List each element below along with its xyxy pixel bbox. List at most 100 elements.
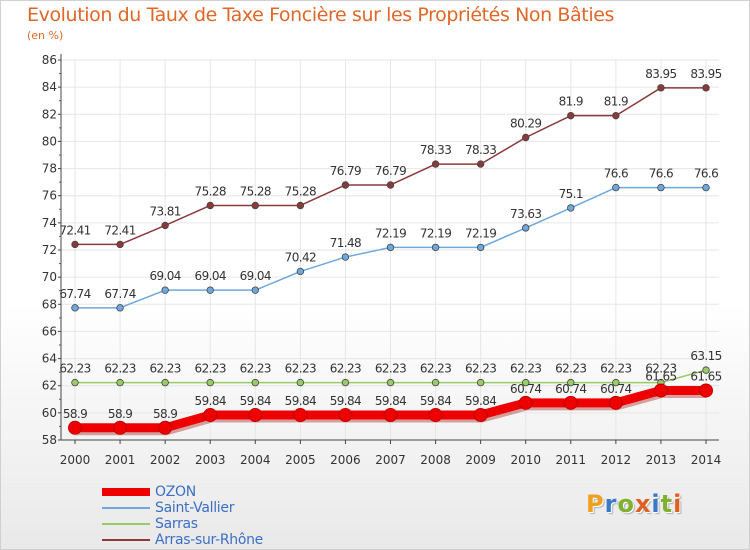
- series-point: [161, 286, 169, 294]
- data-label: 62.23: [285, 362, 316, 376]
- legend-label: OZON: [155, 484, 196, 500]
- data-label: 72.19: [375, 226, 406, 240]
- series-point: [567, 204, 575, 212]
- series-point: [431, 243, 440, 252]
- series-point: [386, 181, 395, 189]
- legend-label: Arras-sur-Rhône: [155, 532, 263, 548]
- series-point: [608, 395, 623, 410]
- legend-swatch: [102, 507, 150, 509]
- series-point: [113, 420, 128, 435]
- data-label: 80.29: [510, 116, 541, 130]
- y-tick-label: 66: [42, 324, 57, 338]
- series-point: [116, 378, 124, 387]
- series-point: [476, 243, 485, 252]
- data-label: 58.9: [108, 407, 132, 421]
- logo-letter: t: [660, 490, 674, 518]
- data-label: 70.42: [285, 250, 316, 264]
- data-label: 83.95: [690, 67, 721, 81]
- data-label: 62.23: [645, 362, 676, 376]
- data-label: 60.74: [555, 382, 586, 396]
- data-label: 59.84: [285, 394, 316, 408]
- data-label: 61.65: [645, 369, 676, 383]
- data-label: 61.65: [690, 369, 721, 383]
- series-point: [518, 395, 533, 410]
- series-point: [386, 243, 395, 252]
- y-tick-label: 72: [42, 243, 57, 257]
- series-point: [653, 383, 668, 398]
- logo-letter: P: [586, 490, 605, 518]
- y-tick-label: 86: [42, 53, 57, 67]
- series-point: [702, 84, 710, 92]
- y-tick-label: 60: [42, 406, 57, 420]
- series-point: [296, 201, 305, 210]
- series-point: [161, 221, 169, 230]
- data-label: 81.9: [559, 95, 583, 109]
- logo-letter: i: [673, 490, 683, 518]
- data-label: 69.04: [240, 269, 271, 283]
- data-label: 72.19: [420, 226, 451, 240]
- data-label: 73.63: [510, 207, 541, 221]
- data-label: 62.23: [149, 362, 180, 376]
- data-label: 67.74: [104, 287, 135, 301]
- x-tick-label: 2004: [240, 453, 271, 467]
- logo-letter: i: [651, 490, 661, 518]
- series-point: [699, 383, 713, 398]
- data-label: 59.84: [420, 394, 451, 408]
- proxiti-logo: Proxiti: [586, 490, 682, 518]
- series-point: [383, 408, 398, 423]
- x-tick-label: 2001: [105, 453, 136, 467]
- data-label: 75.28: [285, 184, 316, 198]
- data-label: 59.84: [375, 394, 406, 408]
- data-label: 78.33: [465, 143, 496, 157]
- data-label: 62.23: [600, 362, 631, 376]
- x-tick-label: 2006: [330, 453, 361, 467]
- data-label: 62.23: [195, 362, 226, 376]
- series-point: [296, 378, 305, 387]
- data-label: 76.6: [604, 167, 628, 181]
- data-label: 75.28: [240, 184, 271, 198]
- series-point: [161, 378, 169, 387]
- series-point: [476, 160, 485, 168]
- data-label: 59.84: [240, 394, 271, 408]
- series-point: [657, 84, 665, 92]
- x-tick-label: 2005: [285, 453, 316, 467]
- legend-swatch: [102, 539, 150, 541]
- series-point: [612, 378, 620, 387]
- series-point: [251, 378, 259, 387]
- data-label: 78.33: [420, 143, 451, 157]
- series-point: [293, 408, 308, 423]
- data-label: 72.41: [104, 223, 135, 237]
- data-label: 59.84: [195, 394, 226, 408]
- data-label: 67.74: [59, 287, 90, 301]
- y-tick-label: 62: [42, 379, 57, 393]
- series-point: [567, 111, 575, 120]
- data-label: 59.84: [465, 394, 496, 408]
- data-label: 62.23: [240, 362, 271, 376]
- y-tick-label: 70: [42, 270, 57, 284]
- series-point: [203, 408, 218, 423]
- y-tick-label: 68: [42, 297, 57, 311]
- series-point: [563, 395, 578, 410]
- series-point: [296, 267, 305, 276]
- data-label: 63.15: [690, 349, 721, 363]
- data-label: 69.04: [149, 269, 180, 283]
- series-point: [341, 253, 350, 261]
- legend-swatch: [102, 523, 150, 525]
- data-label: 62.23: [420, 362, 451, 376]
- y-tick-label: 58: [42, 433, 57, 447]
- data-label: 69.04: [195, 269, 226, 283]
- data-label: 72.19: [465, 226, 496, 240]
- data-label: 73.81: [149, 204, 180, 218]
- series-point: [248, 408, 263, 423]
- series-point: [431, 160, 440, 168]
- data-label: 58.9: [63, 407, 87, 421]
- series-point: [702, 183, 710, 192]
- x-tick-label: 2012: [601, 453, 632, 467]
- data-label: 75.1: [559, 187, 583, 201]
- legend-label: Saint-Vallier: [155, 500, 235, 516]
- series-point: [206, 286, 214, 294]
- data-label: 76.79: [375, 164, 406, 178]
- data-label: 83.95: [645, 67, 676, 81]
